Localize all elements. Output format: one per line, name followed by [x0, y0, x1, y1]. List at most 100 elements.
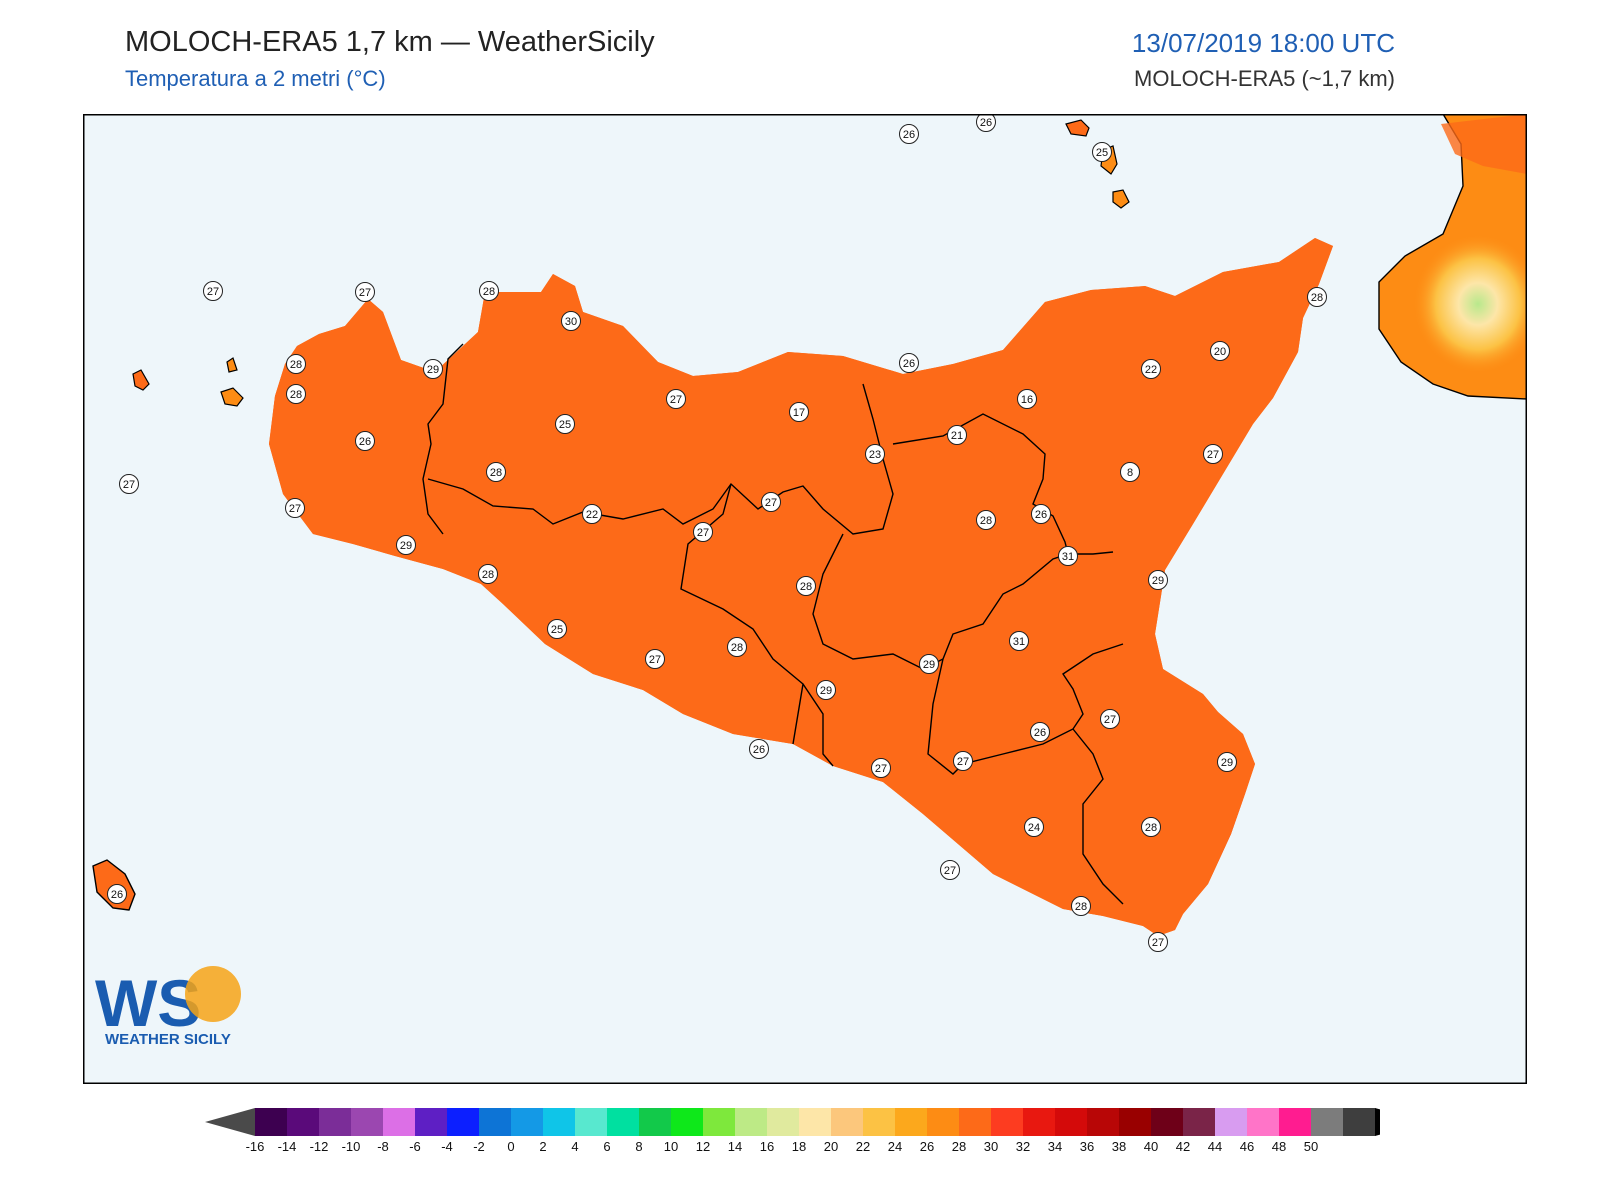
station-label: 25: [555, 414, 575, 434]
colorbar-segment: [1279, 1108, 1312, 1136]
svg-text:30: 30: [565, 316, 577, 328]
station-label: 24: [1024, 817, 1044, 837]
station-label: 27: [666, 389, 686, 409]
colorbar-segment: [831, 1108, 864, 1136]
station-label: 26: [899, 124, 919, 144]
colorbar-segment: [543, 1108, 576, 1136]
colorbar-tick-label: 36: [1080, 1139, 1094, 1154]
colorbar-tick-label: 46: [1240, 1139, 1254, 1154]
colorbar-tick-label: -6: [409, 1139, 421, 1154]
colorbar-tick-label: 4: [571, 1139, 578, 1154]
station-label: 29: [396, 535, 416, 555]
colorbar-tick-label: 14: [728, 1139, 742, 1154]
station-label: 27: [693, 522, 713, 542]
station-label: 28: [286, 384, 306, 404]
station-label: 8: [1120, 462, 1140, 482]
colorbar-tick-label: 24: [888, 1139, 902, 1154]
forecast-datetime: 13/07/2019 18:00 UTC: [1131, 28, 1395, 58]
svg-text:27: 27: [207, 286, 219, 298]
station-label: 27: [645, 649, 665, 669]
colorbar-min-arrow: [205, 1108, 255, 1136]
station-label: 27: [119, 474, 139, 494]
weather-sicily-logo: WS WEATHER SICILY: [95, 966, 241, 1048]
svg-text:27: 27: [1104, 714, 1116, 726]
colorbar-segment: [1311, 1108, 1344, 1136]
station-label: 29: [1217, 752, 1237, 772]
station-label: 31: [1009, 631, 1029, 651]
svg-text:27: 27: [1207, 449, 1219, 461]
station-label: 26: [1031, 504, 1051, 524]
station-label: 29: [816, 680, 836, 700]
colorbar-tick-label: 10: [664, 1139, 678, 1154]
svg-text:28: 28: [1075, 901, 1087, 913]
station-label: 28: [1071, 896, 1091, 916]
colorbar-segment: [799, 1108, 832, 1136]
colorbar-segment: [415, 1108, 448, 1136]
logo-text: WEATHER SICILY: [105, 1031, 231, 1048]
station-label: 29: [1148, 570, 1168, 590]
colorbar-segment: [383, 1108, 416, 1136]
svg-text:28: 28: [482, 569, 494, 581]
svg-text:31: 31: [1013, 636, 1025, 648]
colorbar-tick-label: 32: [1016, 1139, 1030, 1154]
colorbar-tick-label: 38: [1112, 1139, 1126, 1154]
colorbar-segment: [1023, 1108, 1056, 1136]
colorbar-segment: [863, 1108, 896, 1136]
map-title: MOLOCH-ERA5 1,7 km — WeatherSicily: [125, 26, 655, 58]
colorbar-tick-label: -4: [441, 1139, 453, 1154]
calabria: [1378, 114, 1527, 400]
colorbar-tick-label: -10: [342, 1139, 361, 1154]
colorbar-segment: [1119, 1108, 1152, 1136]
svg-text:8: 8: [1127, 467, 1133, 479]
colorbar-tick-label: 8: [635, 1139, 642, 1154]
svg-text:26: 26: [359, 436, 371, 448]
colorbar-tick-label: 12: [696, 1139, 710, 1154]
colorbar-tick-label: 0: [507, 1139, 514, 1154]
station-label: 28: [1307, 287, 1327, 307]
svg-text:25: 25: [1096, 147, 1108, 159]
svg-text:27: 27: [359, 287, 371, 299]
colorbar-segment: [607, 1108, 640, 1136]
colorbar-segment: [287, 1108, 320, 1136]
svg-text:26: 26: [1035, 509, 1047, 521]
station-label: 28: [1141, 817, 1161, 837]
svg-text:26: 26: [980, 117, 992, 129]
colorbar-tick-label: 28: [952, 1139, 966, 1154]
colorbar-segment: [1215, 1108, 1248, 1136]
svg-text:29: 29: [400, 540, 412, 552]
colorbar-segment: [1183, 1108, 1216, 1136]
temperature-map: 26 26 25 27 28 27 28 30 28 29 27 28 26 25 26 22 20 17 16 21…: [83, 114, 1527, 1084]
svg-text:27: 27: [957, 756, 969, 768]
svg-text:27: 27: [944, 865, 956, 877]
svg-text:27: 27: [697, 527, 709, 539]
svg-text:29: 29: [427, 364, 439, 376]
station-label: 27: [285, 498, 305, 518]
colorbar-tick-label: 26: [920, 1139, 934, 1154]
station-label: 28: [727, 637, 747, 657]
svg-text:16: 16: [1021, 394, 1033, 406]
station-label: 20: [1210, 341, 1230, 361]
station-label: 26: [355, 431, 375, 451]
svg-text:26: 26: [111, 889, 123, 901]
station-label: 26: [976, 114, 996, 132]
svg-text:22: 22: [586, 509, 598, 521]
svg-text:20: 20: [1214, 346, 1226, 358]
colorbar-tick-label: 44: [1208, 1139, 1222, 1154]
svg-text:24: 24: [1028, 822, 1040, 834]
colorbar-segment: [575, 1108, 608, 1136]
svg-text:27: 27: [875, 763, 887, 775]
colorbar-segment: [1247, 1108, 1280, 1136]
station-label: 27: [1203, 444, 1223, 464]
colorbar-segment: [735, 1108, 768, 1136]
temperature-colorbar: -16 -14 -12 -10 -8 -6 -4 -2 0 2 4 6 8 10 12 14 16 18 20 22 2…: [205, 1108, 1380, 1154]
svg-text:27: 27: [765, 497, 777, 509]
svg-text:28: 28: [1311, 292, 1323, 304]
station-label: 25: [547, 619, 567, 639]
colorbar-max-arrow: [1375, 1108, 1380, 1136]
map-subtitle: Temperatura a 2 metri (°C): [125, 66, 386, 91]
colorbar-tick-label: 20: [824, 1139, 838, 1154]
colorbar-segment: [319, 1108, 352, 1136]
colorbar-segment: [927, 1108, 960, 1136]
station-label: 22: [582, 504, 602, 524]
colorbar-segment: [447, 1108, 480, 1136]
